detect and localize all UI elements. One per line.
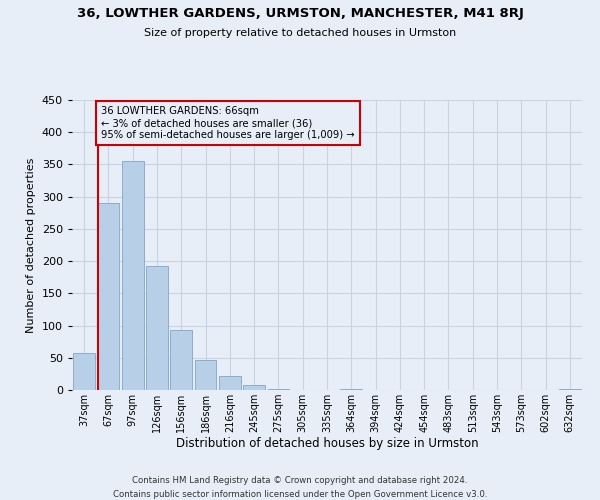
Bar <box>73 352 95 390</box>
Text: 36, LOWTHER GARDENS, URMSTON, MANCHESTER, M41 8RJ: 36, LOWTHER GARDENS, URMSTON, MANCHESTER… <box>77 8 523 20</box>
Bar <box>219 376 241 390</box>
Bar <box>268 388 289 390</box>
Bar <box>194 360 217 390</box>
Text: Distribution of detached houses by size in Urmston: Distribution of detached houses by size … <box>176 438 478 450</box>
Bar <box>243 385 265 390</box>
Bar <box>340 388 362 390</box>
Bar <box>559 388 581 390</box>
Bar <box>170 330 192 390</box>
Y-axis label: Number of detached properties: Number of detached properties <box>26 158 36 332</box>
Bar <box>146 266 168 390</box>
Bar <box>122 161 143 390</box>
Text: 36 LOWTHER GARDENS: 66sqm
← 3% of detached houses are smaller (36)
95% of semi-d: 36 LOWTHER GARDENS: 66sqm ← 3% of detach… <box>101 106 355 140</box>
Bar <box>97 203 119 390</box>
Text: Size of property relative to detached houses in Urmston: Size of property relative to detached ho… <box>144 28 456 38</box>
Text: Contains public sector information licensed under the Open Government Licence v3: Contains public sector information licen… <box>113 490 487 499</box>
Text: Contains HM Land Registry data © Crown copyright and database right 2024.: Contains HM Land Registry data © Crown c… <box>132 476 468 485</box>
